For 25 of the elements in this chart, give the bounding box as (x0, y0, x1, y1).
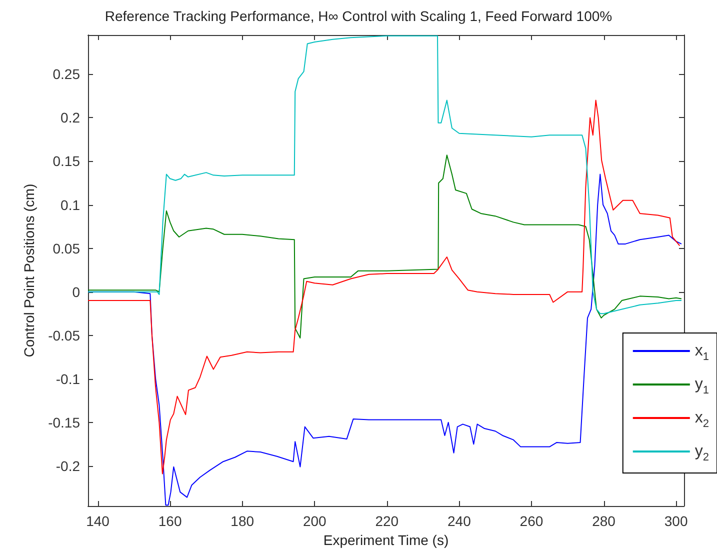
x-tick-label: 220 (375, 513, 399, 529)
y-tick-label: 0.15 (52, 153, 80, 170)
y-tick-label: 0.05 (52, 240, 80, 256)
x-tick-label: 200 (302, 513, 327, 529)
y-tick-label: 0 (72, 284, 80, 300)
line-series (88, 35, 682, 314)
y-tick-label: 0.1 (60, 196, 80, 213)
x-tick-label: 140 (86, 513, 110, 529)
y-axis-title: Control Point Positions (cm) (21, 184, 37, 358)
y-tick-label: -0.15 (48, 414, 80, 430)
line-series (88, 154, 682, 338)
y-tick-label: -0.1 (56, 370, 80, 387)
y-tick-label: 0.2 (60, 110, 80, 126)
x-tick-label: 280 (592, 513, 616, 529)
x-tick-label: 240 (448, 513, 472, 529)
y-tick-label: -0.2 (56, 458, 80, 474)
chart-title: Reference Tracking Performance, H∞ Control with Scaling 1, Feed Forward 100% (104, 8, 612, 24)
x-tick-label: 180 (230, 513, 254, 529)
y-tick-label: -0.05 (48, 327, 80, 344)
x-tick-label: 300 (664, 513, 688, 529)
x-axis-title: Experiment Time (s) (323, 532, 449, 548)
x-tick-label: 160 (158, 513, 182, 529)
line-series (88, 100, 680, 474)
x-tick-label: 260 (520, 513, 544, 529)
y-tick-label: 0.25 (52, 66, 80, 82)
